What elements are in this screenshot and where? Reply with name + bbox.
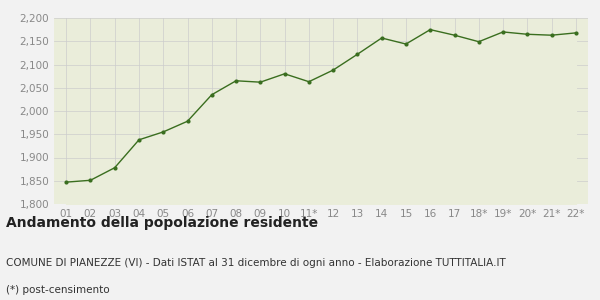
Text: (*) post-censimento: (*) post-censimento (6, 285, 110, 295)
Text: Andamento della popolazione residente: Andamento della popolazione residente (6, 216, 318, 230)
Text: COMUNE DI PIANEZZE (VI) - Dati ISTAT al 31 dicembre di ogni anno - Elaborazione : COMUNE DI PIANEZZE (VI) - Dati ISTAT al … (6, 258, 506, 268)
